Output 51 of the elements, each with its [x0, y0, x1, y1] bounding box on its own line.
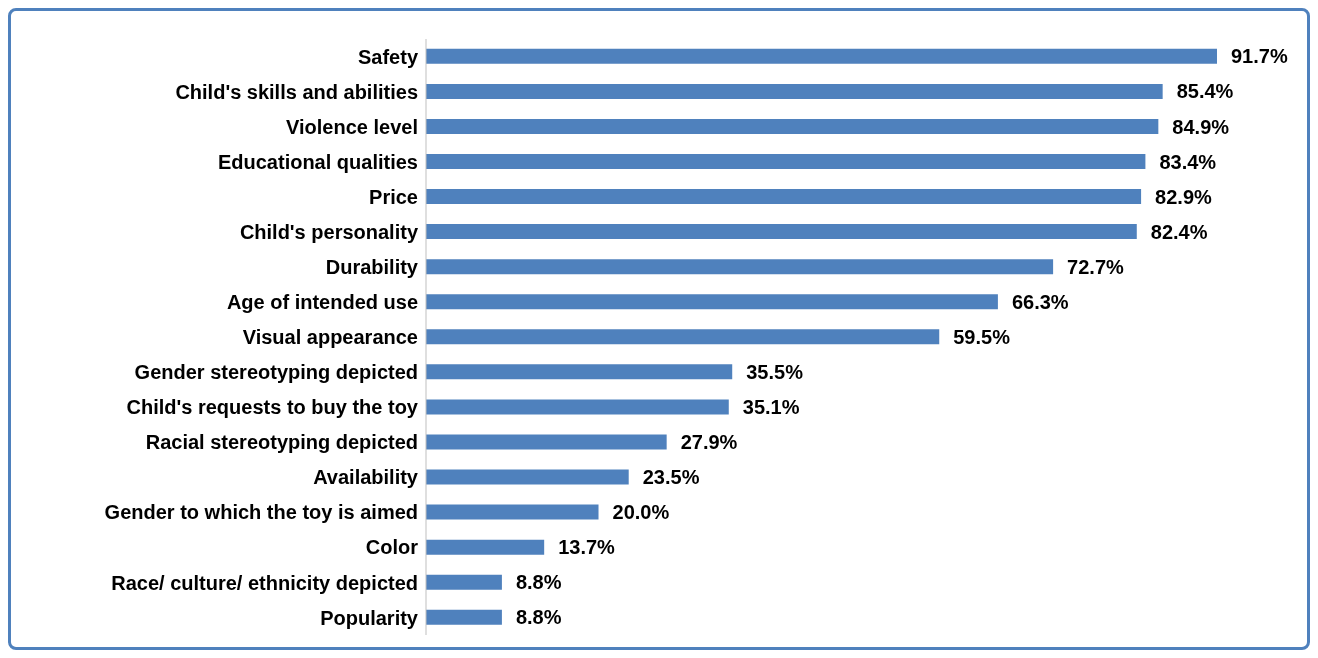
y-tick-label: Educational qualities: [217, 150, 418, 173]
bar: [426, 189, 1142, 205]
y-tick-label: Violence level: [286, 115, 418, 138]
data-label: 84.9%: [1172, 115, 1230, 138]
bar: [426, 504, 599, 520]
data-label: 8.8%: [515, 606, 562, 629]
y-tick-label: Safety: [357, 45, 419, 68]
data-label: 35.1%: [742, 396, 800, 418]
bar: [426, 434, 667, 450]
data-label: 20.0%: [612, 501, 670, 524]
data-label: 13.7%: [558, 536, 616, 559]
y-tick-label: Price: [369, 185, 418, 208]
y-tick-label: Child's personality: [239, 220, 419, 243]
data-label: 82.9%: [1155, 185, 1213, 208]
bar: [426, 83, 1163, 99]
y-tick-label: Durability: [325, 255, 419, 278]
bar: [426, 574, 502, 590]
data-label: 23.5%: [642, 466, 700, 489]
y-tick-label: Availability: [313, 466, 419, 489]
data-label: 59.5%: [953, 325, 1011, 348]
bar: [426, 539, 545, 555]
y-tick-label: Popularity: [320, 606, 419, 629]
y-tick-label: Color: [365, 536, 419, 559]
data-label: 27.9%: [680, 431, 738, 454]
data-label: 8.8%: [515, 571, 562, 594]
y-tick-label: Child's requests to buy the toy: [126, 396, 419, 419]
y-tick-label: Racial stereotyping depicted: [145, 431, 418, 454]
data-label: 82.4%: [1150, 220, 1208, 243]
bar: [426, 294, 998, 310]
bar: [426, 118, 1159, 134]
y-tick-label: Gender to which the toy is aimed: [104, 501, 418, 524]
y-tick-label: Race/ culture/ ethnicity depicted: [111, 571, 418, 594]
data-label: 91.7%: [1231, 45, 1288, 68]
y-tick-label: Child's skills and abilities: [175, 80, 418, 103]
data-label: 83.4%: [1159, 150, 1217, 173]
bar: [426, 153, 1146, 169]
bar: [426, 364, 733, 380]
bar: [426, 48, 1217, 64]
y-tick-label: Gender stereotyping depicted: [134, 361, 418, 384]
bar: [426, 329, 940, 345]
bar: [426, 609, 502, 625]
bar: [426, 259, 1054, 275]
bar: [426, 469, 629, 485]
bar: [426, 399, 729, 415]
y-tick-label: Visual appearance: [242, 326, 418, 349]
data-label: 85.4%: [1176, 80, 1234, 103]
data-label: 72.7%: [1067, 255, 1125, 278]
bar: [426, 224, 1137, 240]
y-tick-label: Age of intended use: [226, 291, 418, 314]
data-label: 66.3%: [1011, 290, 1069, 313]
data-label: 35.5%: [746, 360, 804, 383]
